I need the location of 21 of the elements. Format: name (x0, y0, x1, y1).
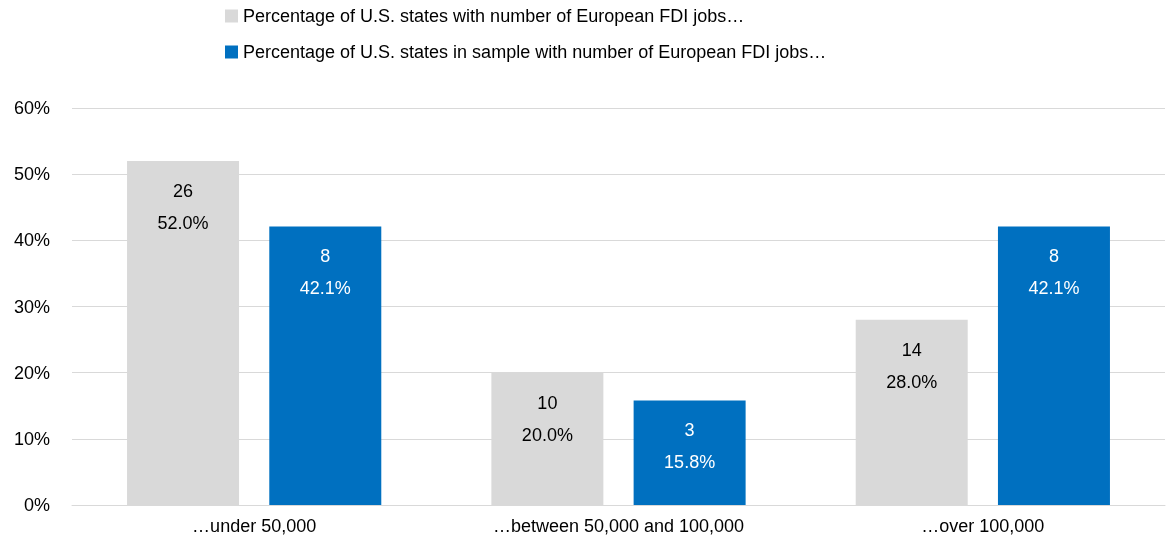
data-label: 3 15.8% (664, 420, 716, 473)
y-tick-label: 20% (13, 362, 50, 383)
y-tick-label: 0% (23, 495, 50, 515)
x-tick-label: …under 50,000 (192, 516, 317, 536)
bar (997, 226, 1110, 505)
y-tick-label: 10% (13, 428, 50, 449)
x-tick-label: …over 100,000 (921, 516, 1045, 536)
y-tick-label: 40% (13, 230, 50, 251)
legend-label: Percentage of U.S. states with number of European FDI jobs… (243, 6, 745, 26)
legend-label: Percentage of U.S. states in sample with number of European FDI jobs… (243, 42, 827, 62)
y-tick-label: 60% (13, 98, 50, 118)
bar (633, 400, 746, 505)
data-label: 14 28.0% (886, 339, 938, 392)
data-label: 8 42.1% (299, 246, 351, 299)
y-tick-label: 50% (13, 164, 50, 185)
data-label: 8 42.1% (1028, 246, 1080, 299)
x-tick-label: …between 50,000 and 100,000 (492, 516, 745, 536)
y-tick-label: 30% (13, 296, 50, 317)
data-label: 10 20.0% (521, 392, 573, 445)
data-label: 26 52.0% (157, 180, 209, 233)
bar (269, 226, 382, 505)
